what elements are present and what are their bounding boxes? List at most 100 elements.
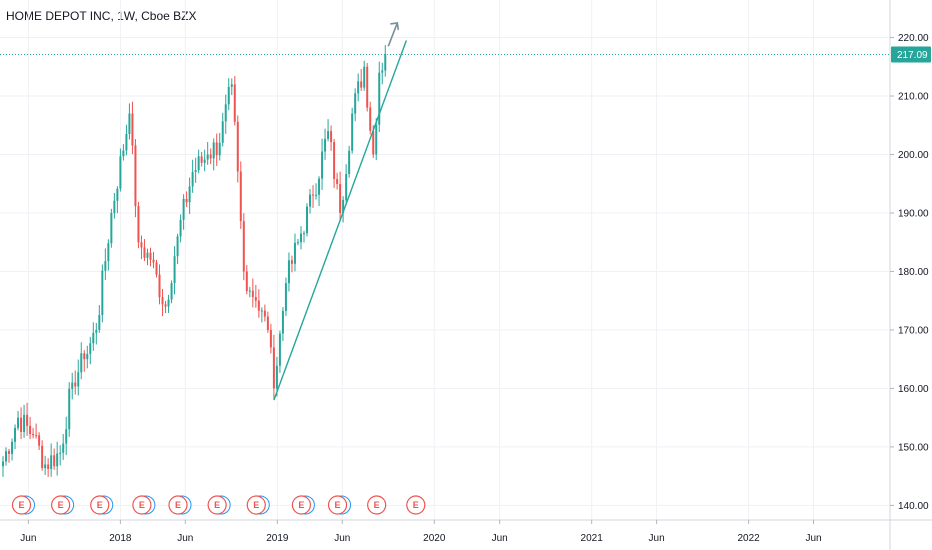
- earnings-marker: [327, 495, 348, 515]
- candles: [2, 45, 387, 477]
- candle-body: [224, 104, 227, 122]
- candle-body: [290, 260, 293, 264]
- candle-body: [89, 343, 92, 354]
- candle-body: [149, 252, 152, 260]
- candle-body: [230, 84, 233, 87]
- candle-body: [330, 131, 333, 143]
- candle-body: [284, 283, 287, 311]
- last-price-label: 217.09: [897, 50, 928, 61]
- time-axis[interactable]: Jun 2018 Jun 2019 Jun 2020 Jun 2021 Jun 2022 Jun: [0, 519, 932, 544]
- candle-body: [324, 138, 327, 152]
- candle-body: [179, 219, 182, 237]
- candle-body: [327, 131, 330, 139]
- candle-body: [116, 188, 119, 201]
- candle-body: [44, 464, 47, 469]
- candle-body: [269, 329, 272, 348]
- earnings-label: E: [139, 500, 145, 510]
- candle-body: [260, 310, 263, 312]
- candle-body: [378, 72, 381, 125]
- candle-body: [315, 194, 318, 196]
- candle-body: [77, 372, 80, 387]
- candle-body: [212, 142, 215, 159]
- price-tick-label: 150.00: [898, 442, 929, 453]
- candle-body: [173, 256, 176, 284]
- time-tick-label: Jun: [334, 533, 350, 544]
- time-tick-label: 2022: [737, 533, 760, 544]
- candle-body: [372, 130, 375, 155]
- candle-body: [287, 260, 290, 284]
- candle-body: [312, 194, 315, 196]
- candle-body: [281, 310, 284, 334]
- candle-body: [381, 70, 384, 73]
- chart-title: HOME DEPOT INC, 1W, Cboe BZX: [6, 9, 197, 23]
- earnings-marker: [367, 495, 387, 515]
- candle-body: [342, 200, 345, 213]
- candle-body: [188, 186, 191, 203]
- candle-body: [68, 388, 71, 430]
- candle-body: [275, 365, 278, 389]
- time-tick-label: Jun: [20, 533, 36, 544]
- candle-body: [357, 81, 360, 94]
- candle-body: [155, 262, 158, 275]
- candle-body: [318, 178, 321, 195]
- time-tick-label: Jun: [492, 533, 508, 544]
- earnings-label: E: [335, 500, 341, 510]
- time-tick-label: Jun: [649, 533, 665, 544]
- candle-body: [5, 451, 8, 462]
- candle-body: [333, 142, 336, 179]
- earnings-marker: [132, 495, 152, 515]
- candle-body: [248, 290, 251, 292]
- candle-body: [360, 81, 363, 88]
- candle-body: [239, 171, 242, 222]
- last-price-tag: [891, 46, 931, 63]
- candle-body: [71, 382, 74, 389]
- candle-body: [209, 154, 212, 159]
- candle-body: [384, 54, 387, 71]
- candle-body: [303, 233, 305, 235]
- time-tick-label: 2020: [423, 533, 446, 544]
- candle-body: [215, 142, 218, 156]
- candle-body: [98, 315, 101, 330]
- time-tick-label: 2019: [266, 533, 289, 544]
- candle-body: [206, 154, 209, 160]
- candle-body: [366, 66, 369, 108]
- candle-body: [197, 156, 200, 171]
- candle-body: [131, 113, 134, 146]
- candle-body: [17, 417, 20, 428]
- candle-body: [251, 290, 254, 298]
- candle-body: [306, 206, 309, 234]
- candle-body: [233, 84, 236, 122]
- price-axis[interactable]: 220.00 210.00 200.00 190.00 180.00 170.00 160.…: [889, 0, 931, 550]
- candle-body: [35, 435, 38, 437]
- time-tick-label: Jun: [177, 533, 193, 544]
- candle-body: [122, 150, 125, 157]
- earnings-marker: [90, 495, 110, 515]
- candle-body: [125, 133, 128, 151]
- price-tick-label: 210.00: [898, 92, 929, 103]
- candle-body: [167, 299, 170, 307]
- earnings-label: E: [58, 500, 64, 510]
- earnings-label: E: [253, 500, 259, 510]
- price-tick-label: 190.00: [898, 208, 929, 219]
- candle-body: [128, 113, 131, 134]
- candle-body: [101, 270, 104, 316]
- earnings-label: E: [413, 500, 419, 510]
- earnings-label: E: [214, 500, 220, 510]
- price-tick-label: 170.00: [898, 325, 929, 336]
- candle-body: [254, 297, 257, 301]
- candle-body: [263, 310, 266, 317]
- candle-body: [137, 206, 140, 243]
- price-tick-label: 160.00: [898, 384, 929, 395]
- candle-body: [351, 113, 354, 151]
- candle-body: [242, 221, 245, 272]
- candle-body: [83, 353, 86, 360]
- earnings-marker: [246, 495, 266, 515]
- candle-body: [65, 429, 68, 444]
- earnings-label: E: [374, 500, 380, 510]
- candle-body: [158, 274, 161, 298]
- candle-body: [2, 461, 4, 467]
- earnings-label: E: [175, 500, 181, 510]
- candle-body: [53, 455, 56, 467]
